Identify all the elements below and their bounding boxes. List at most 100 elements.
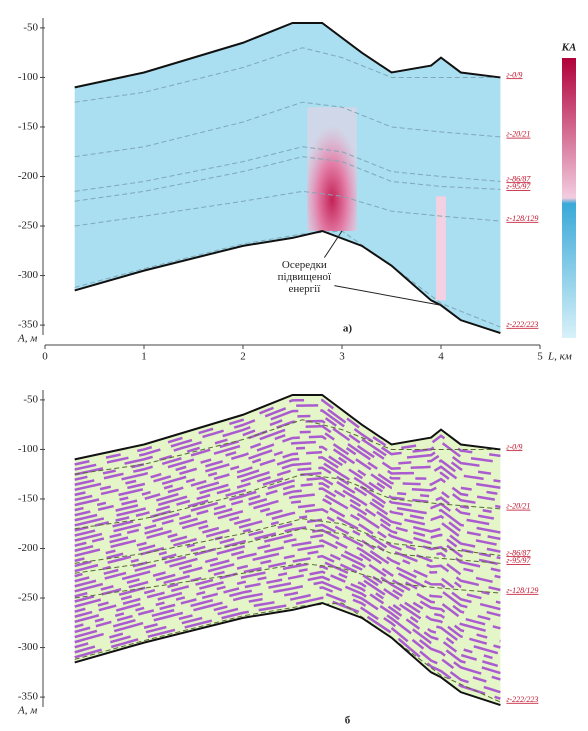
texture [74, 575, 501, 675]
y-tick-label: -100 [18, 443, 39, 455]
boundary [74, 393, 501, 461]
texture [74, 461, 501, 534]
texture [74, 466, 501, 541]
texture [74, 518, 501, 605]
horizon [74, 190, 501, 227]
energy-zone [307, 107, 357, 231]
texture [74, 424, 501, 492]
horizon [74, 101, 501, 158]
plots: г-0/9г-20/21г-86/87г-95/97г-128/129г-222… [17, 18, 576, 727]
y-tick-label: -200 [18, 170, 39, 182]
texture [74, 419, 501, 486]
texture [74, 539, 501, 630]
boundary [74, 601, 501, 706]
y-tick-label: -50 [23, 21, 38, 33]
horizon [74, 602, 501, 703]
horizon [74, 562, 501, 599]
x-tick-label: 1 [141, 351, 147, 363]
texture [74, 440, 501, 509]
texture [74, 487, 501, 566]
colorbar-title: КА [561, 42, 577, 54]
horizon-label: г-0/9 [506, 442, 522, 451]
texture [74, 534, 501, 624]
y-tick-label: -250 [18, 592, 39, 604]
horizon-label: г-86/87 [506, 174, 531, 183]
texture [74, 565, 501, 662]
texture [74, 591, 501, 694]
y-axis-label: A, м [17, 705, 37, 717]
horizon-label: г-20/21 [506, 130, 530, 139]
boundary [74, 21, 501, 89]
horizon-label: г-222/223 [506, 695, 538, 704]
y-tick-label: -350 [18, 691, 39, 703]
texture [74, 513, 501, 598]
y-tick-label: -200 [18, 542, 39, 554]
annotation: енергії [288, 283, 321, 295]
x-axis-label: L, км [547, 351, 572, 363]
leader [334, 285, 442, 306]
x-tick-label: 3 [339, 351, 345, 363]
y-tick-label: -50 [23, 393, 38, 405]
texture [74, 445, 501, 515]
texture [74, 497, 501, 579]
horizon [74, 518, 501, 564]
texture [74, 508, 501, 592]
texture [74, 549, 501, 643]
y-tick-label: -150 [18, 121, 39, 133]
y-tick-label: -350 [18, 319, 39, 331]
horizon [74, 230, 501, 328]
texture [74, 544, 501, 636]
horizon-label: г-128/129 [506, 214, 538, 223]
boundary [74, 229, 501, 334]
horizon [74, 156, 501, 202]
horizon-label: г-95/97 [506, 556, 531, 565]
texture [74, 476, 501, 553]
horizon-label: г-0/9 [506, 70, 522, 79]
texture [74, 560, 501, 656]
y-tick-label: -150 [18, 493, 39, 505]
horizon-label: г-86/87 [506, 548, 531, 557]
x-tick-label: 0 [42, 351, 48, 363]
texture [74, 523, 501, 611]
horizon-label: г-20/21 [506, 502, 530, 511]
panel-label: а) [343, 323, 353, 335]
texture [74, 580, 501, 681]
y-tick-label: -300 [18, 269, 39, 281]
horizon [74, 419, 501, 475]
horizon [74, 528, 501, 574]
y-tick-label: -250 [18, 220, 39, 232]
texture [74, 450, 501, 521]
y-axis-label: A, м [17, 333, 37, 345]
horizon [74, 473, 501, 530]
y-tick-label: -100 [18, 71, 39, 83]
texture [74, 398, 501, 466]
energy-zone [436, 196, 446, 301]
horizon-label: г-222/223 [506, 320, 538, 329]
annotation: підвищеної [278, 271, 332, 283]
x-tick-label: 4 [438, 351, 444, 363]
texture [74, 435, 501, 502]
texture [74, 586, 501, 688]
annotation: Осередки [282, 259, 327, 271]
texture [74, 492, 501, 573]
leader [323, 230, 343, 258]
texture [74, 414, 501, 481]
texture [74, 596, 501, 700]
section-fill [74, 22, 501, 334]
horizon [74, 146, 501, 192]
section-fill [74, 394, 501, 706]
texture [74, 482, 501, 560]
y-tick-label: -300 [18, 641, 39, 653]
texture [74, 404, 501, 471]
panel-label: б [345, 715, 351, 727]
horizon-label: г-95/97 [506, 182, 531, 191]
x-tick-label: 2 [240, 351, 246, 363]
texture [74, 570, 501, 668]
texture [74, 409, 501, 476]
texture [74, 456, 501, 528]
x-tick-label: 5 [537, 351, 543, 363]
colorbar [562, 58, 576, 338]
texture [74, 502, 501, 585]
horizon-label: г-128/129 [506, 586, 538, 595]
